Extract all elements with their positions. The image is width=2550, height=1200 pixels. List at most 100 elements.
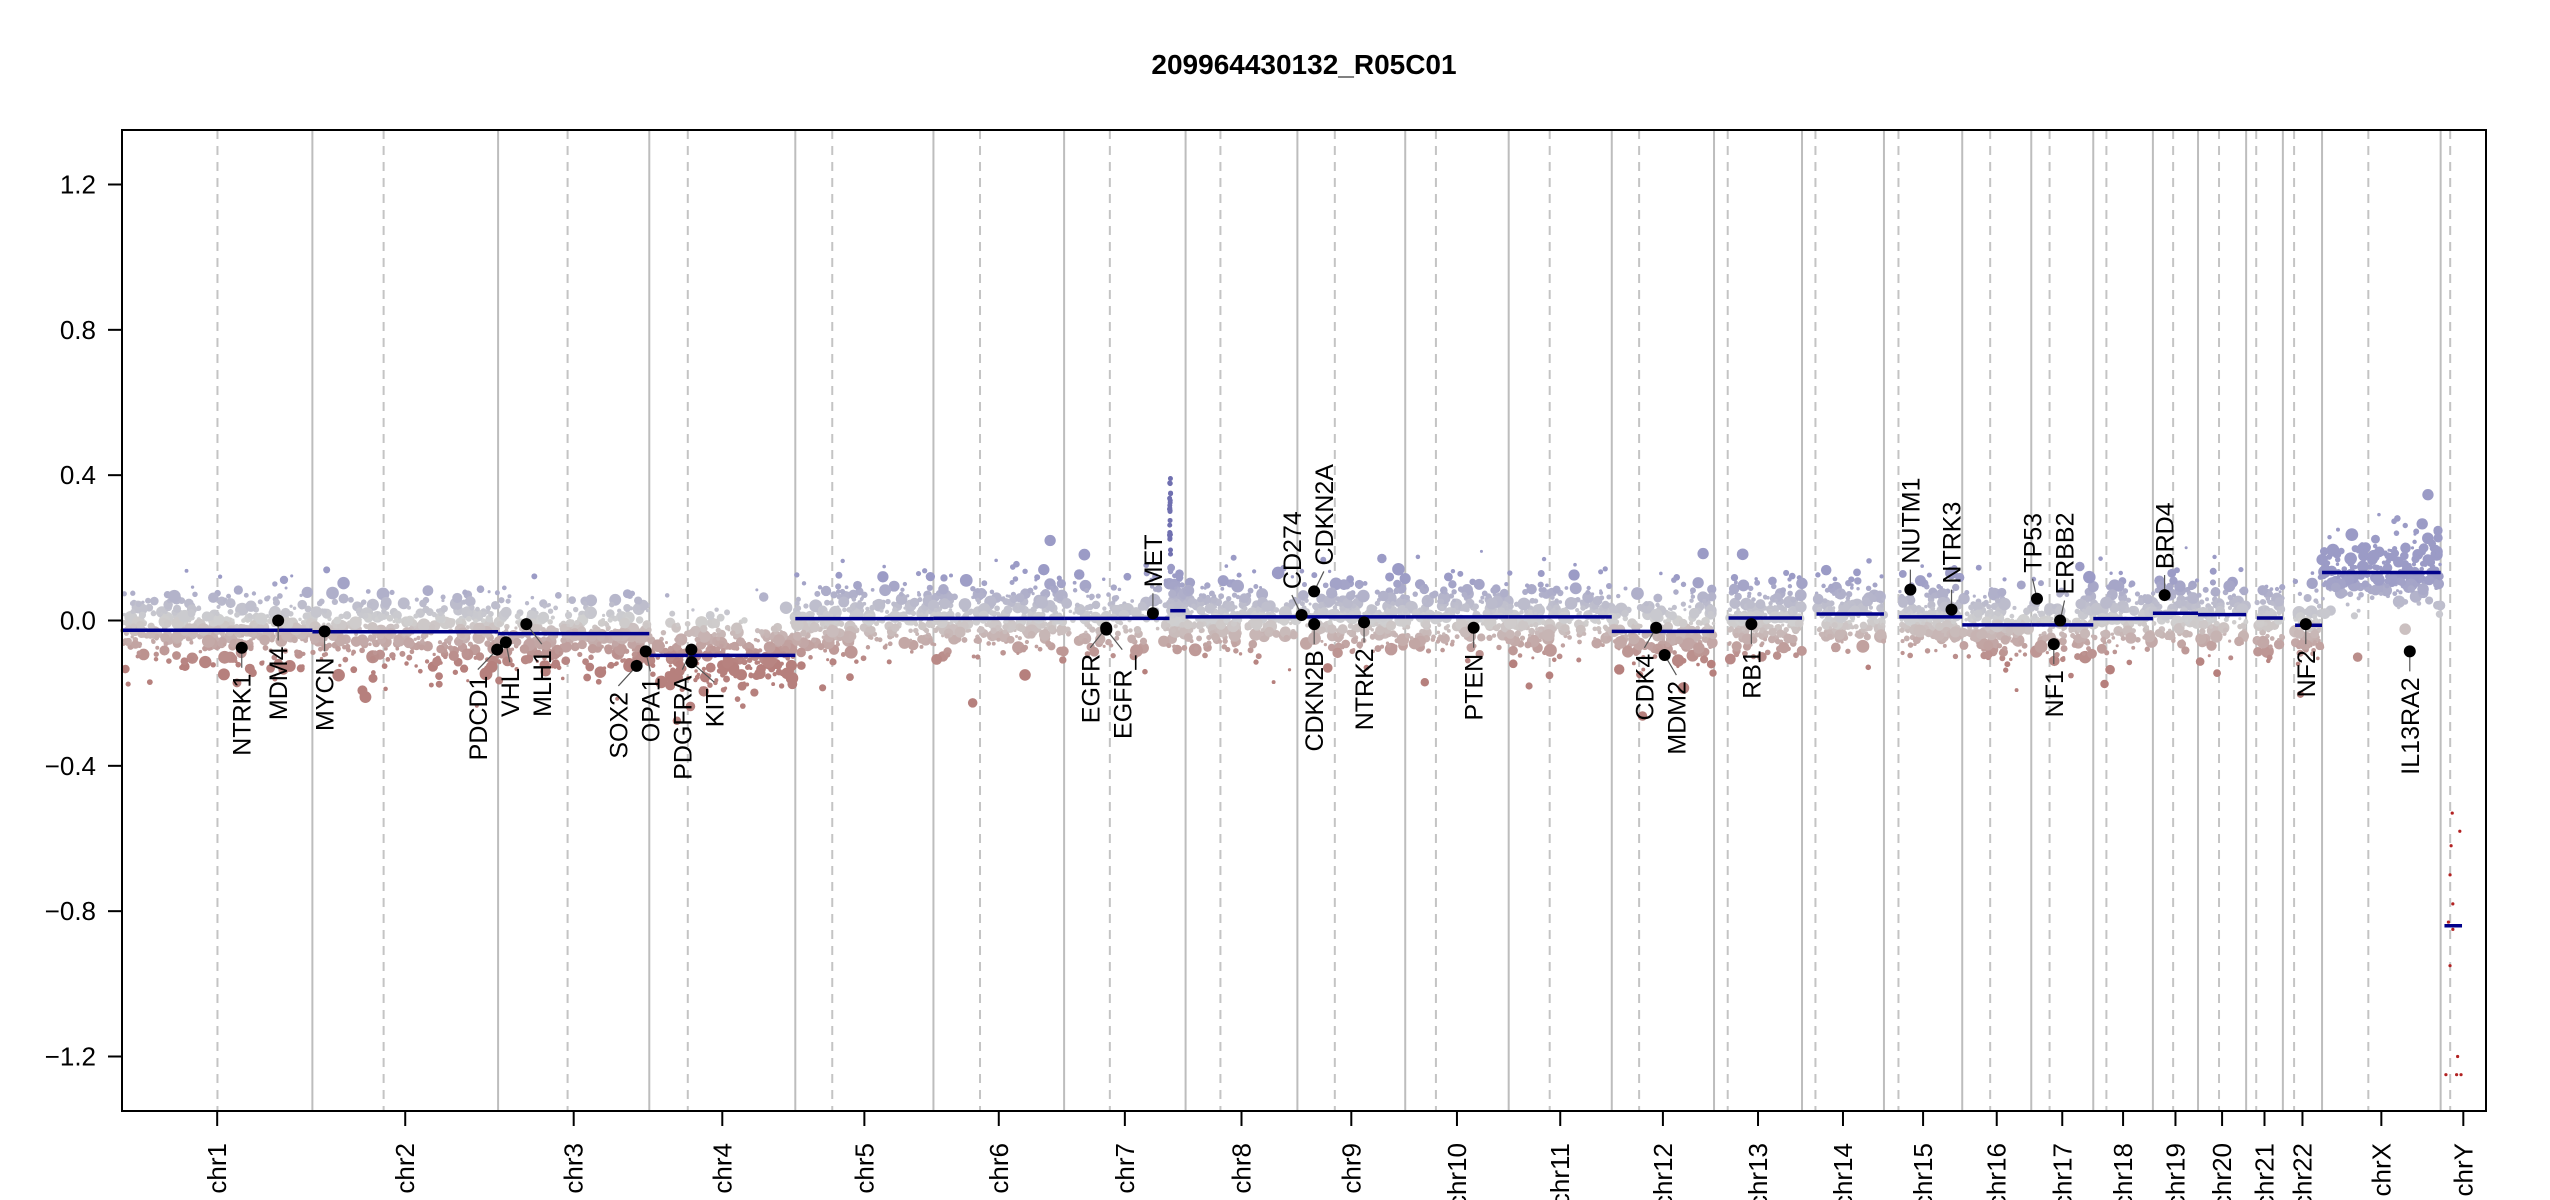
probe-point (1393, 579, 1402, 588)
probe-point (130, 590, 136, 596)
probe-point (550, 615, 555, 620)
probe-point (675, 673, 683, 681)
probe-point (432, 652, 436, 657)
probe-point (1327, 569, 1332, 574)
probe-point (1966, 654, 1972, 659)
probe-point (514, 626, 518, 630)
probe-point (1349, 648, 1355, 655)
probe-point (1905, 628, 1911, 634)
probe-point (1073, 569, 1085, 580)
probe-point (319, 656, 324, 661)
probe-point (1217, 639, 1223, 644)
probe-point (1707, 592, 1717, 602)
probe-point (289, 604, 293, 608)
probe-point (579, 611, 583, 615)
probe-point (2090, 602, 2104, 616)
probe-point (381, 663, 388, 670)
probe-point (720, 648, 726, 654)
probe-point (665, 680, 676, 691)
probe-point (1609, 605, 1618, 615)
probe-point (551, 659, 560, 668)
probe-point (1586, 585, 1591, 591)
probe-point (1987, 587, 2001, 601)
probe-point (2194, 578, 2200, 583)
probe-point (2022, 652, 2028, 657)
probe-point (196, 607, 200, 611)
probe-point (1167, 532, 1173, 538)
probe-point (1622, 645, 1634, 658)
probe-point (742, 659, 747, 663)
probe-point (2106, 639, 2112, 644)
probe-point (1783, 626, 1789, 633)
probe-point (1598, 569, 1604, 575)
probe-point (2168, 604, 2174, 610)
probe-point (1505, 629, 1515, 639)
probe-point (1165, 627, 1170, 632)
probe-point (2429, 564, 2436, 570)
probe-point (1130, 607, 1142, 618)
probe-point (1828, 583, 1834, 589)
probe-point (1438, 598, 1445, 605)
probe-point (1671, 604, 1677, 611)
probe-point (417, 618, 431, 632)
probe-point (1935, 622, 1944, 631)
probe-point (597, 619, 606, 627)
probe-point (2167, 568, 2177, 578)
probe-point (814, 590, 821, 597)
probe-point (974, 587, 981, 594)
probe-point (699, 686, 705, 691)
probe-point (2330, 582, 2341, 593)
probe-point (1621, 609, 1629, 618)
probe-point (2043, 617, 2050, 624)
gene-label: SOX2 (605, 692, 633, 759)
probe-point (685, 675, 691, 681)
probe-point (435, 672, 443, 681)
probe-point (150, 596, 159, 606)
probe-point (555, 628, 559, 632)
probe-point (1541, 556, 1547, 562)
probe-point (762, 654, 776, 668)
probe-point (1525, 682, 1533, 690)
probe-point (534, 649, 543, 658)
probe-point (670, 667, 676, 673)
probe-point (604, 648, 609, 652)
probe-point (794, 600, 800, 606)
probe-point (1596, 619, 1601, 623)
probe-point (227, 609, 234, 615)
probe-point (2199, 628, 2206, 635)
probe-point (1393, 591, 1397, 595)
probe-point (1508, 659, 1518, 669)
probe-point (146, 679, 153, 686)
probe-point (1174, 598, 1178, 602)
probe-point (1783, 633, 1794, 644)
probe-point (1763, 612, 1768, 617)
probe-point (1472, 603, 1479, 610)
probe-point (301, 586, 313, 599)
probe-point (417, 610, 424, 617)
probe-point (1757, 591, 1762, 597)
probe-point (466, 679, 470, 683)
probe-point (968, 608, 974, 614)
probe-point (323, 566, 331, 574)
probe-point (607, 617, 613, 623)
probe-point (1074, 602, 1080, 608)
probe-point (318, 637, 324, 643)
probe-point (779, 601, 793, 614)
probe-point (2315, 641, 2325, 651)
probe-point (869, 604, 876, 611)
gene-point (630, 659, 643, 672)
probe-point (247, 631, 253, 637)
probe-point (1168, 617, 1176, 625)
probe-point (1059, 656, 1067, 664)
probe-point (1659, 571, 1663, 576)
probe-point (1856, 587, 1860, 591)
probe-point (1972, 594, 1976, 598)
probe-point (1163, 578, 1169, 583)
probe-point (722, 657, 734, 669)
probe-point (1033, 627, 1039, 633)
probe-point (2067, 619, 2072, 624)
probe-point (854, 659, 859, 664)
probe-point (1323, 643, 1327, 647)
probe-point (2125, 597, 2132, 603)
